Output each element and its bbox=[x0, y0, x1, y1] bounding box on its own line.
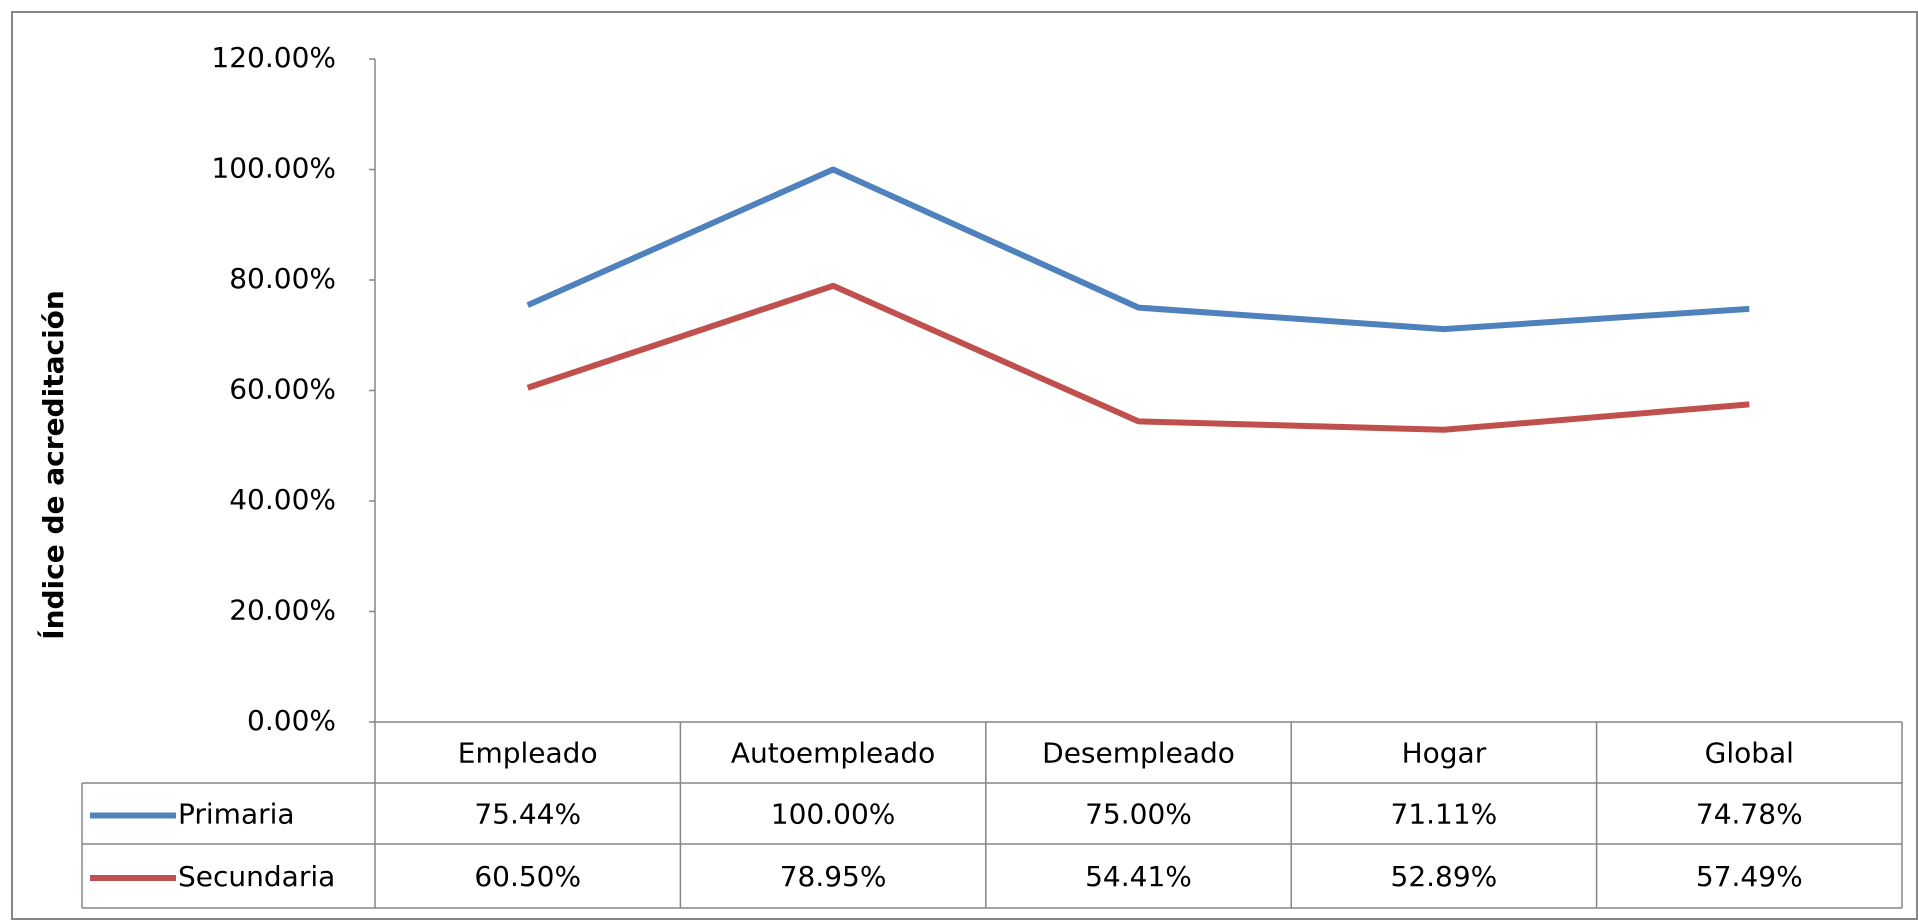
data-label: 75.44% bbox=[474, 798, 581, 831]
data-label: 54.41% bbox=[1085, 860, 1192, 893]
x-tick-label: Autoempleado bbox=[731, 737, 935, 770]
x-tick-label: Hogar bbox=[1402, 737, 1487, 770]
series-line bbox=[526, 282, 1750, 433]
x-tick-label: Desempleado bbox=[1042, 737, 1235, 770]
data-label: 60.50% bbox=[474, 860, 581, 893]
x-tick-label: Global bbox=[1705, 737, 1794, 770]
x-tick-label: Empleado bbox=[458, 737, 598, 770]
y-tick-label: 40.00% bbox=[229, 483, 336, 516]
y-tick-label: 120.00% bbox=[211, 41, 336, 74]
series-line bbox=[526, 166, 1750, 333]
y-tick-label: 60.00% bbox=[229, 373, 336, 406]
legend-label: Secundaria bbox=[178, 860, 335, 893]
y-tick-label: 100.00% bbox=[211, 152, 336, 185]
data-label: 57.49% bbox=[1696, 860, 1803, 893]
y-tick-label: 80.00% bbox=[229, 262, 336, 295]
data-label: 52.89% bbox=[1391, 860, 1498, 893]
legend-label: Primaria bbox=[178, 798, 295, 831]
y-axis-title: Índice de acreditación bbox=[36, 290, 70, 640]
chart-border bbox=[11, 11, 1918, 920]
data-label: 100.00% bbox=[771, 798, 896, 831]
data-label: 78.95% bbox=[780, 860, 887, 893]
data-label: 71.11% bbox=[1391, 798, 1498, 831]
y-tick-label: 20.00% bbox=[229, 594, 336, 627]
y-tick-label: 0.00% bbox=[247, 704, 336, 737]
data-label: 74.78% bbox=[1696, 798, 1803, 831]
data-label: 75.00% bbox=[1085, 798, 1192, 831]
